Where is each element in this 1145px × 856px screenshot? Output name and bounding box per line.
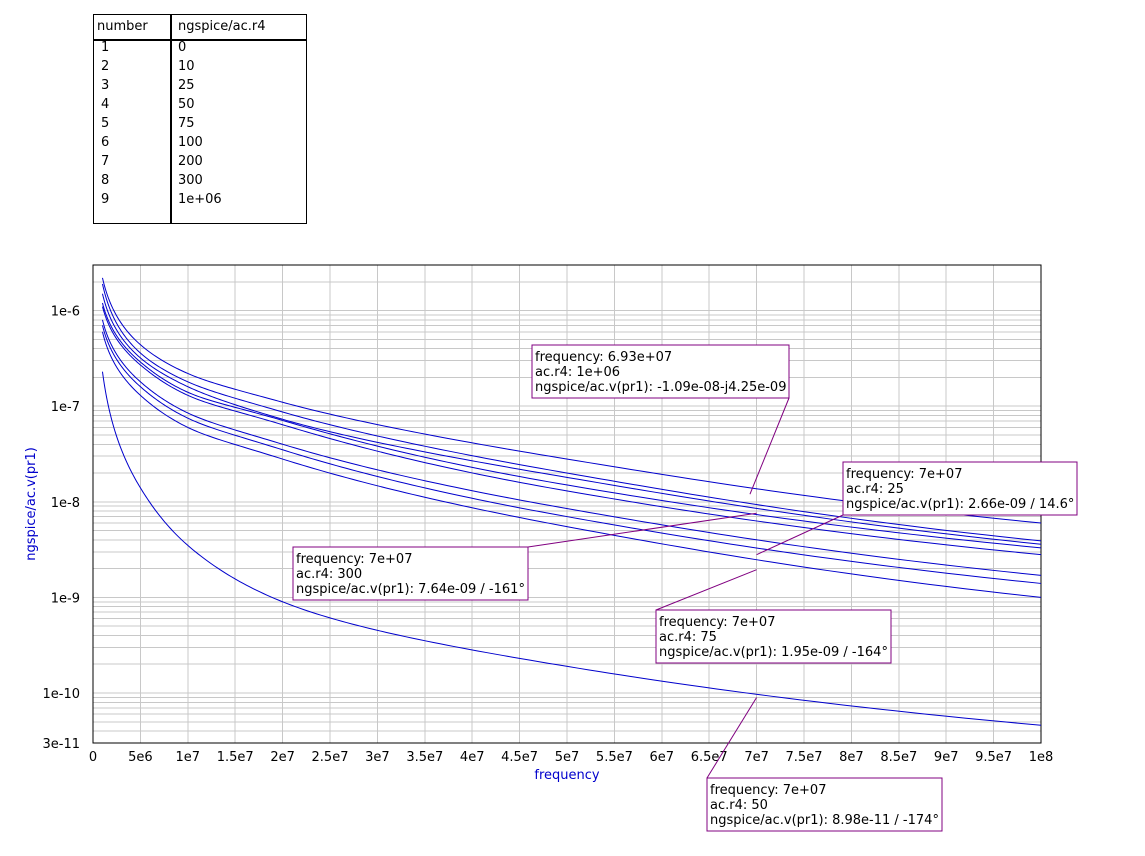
annotation-text: ngspice/ac.v(pr1): 8.98e-11 / -174° (710, 813, 939, 828)
x-tick-label: 8e7 (839, 750, 864, 765)
annotation-text: frequency: 6.93e+07 (535, 350, 672, 365)
annotation-box (292, 546, 529, 601)
x-tick-label: 4e7 (460, 750, 485, 765)
x-tick-label: 9.5e7 (975, 750, 1012, 765)
y-tick-label: 1e-6 (51, 305, 80, 320)
x-tick-label: 4.5e7 (501, 750, 538, 765)
annotation-leader (756, 514, 844, 556)
annotation-box (531, 344, 790, 399)
table-cell-value: 0 (178, 40, 187, 55)
table-cell-number: 2 (101, 59, 110, 74)
annotation-leader (527, 512, 757, 548)
y-tick-label: 1e-9 (51, 591, 80, 606)
series-line (101, 293, 1042, 545)
annotation-text: frequency: 7e+07 (296, 552, 412, 567)
annotation-text: frequency: 7e+07 (710, 783, 826, 798)
x-tick-label: 1.5e7 (217, 750, 254, 765)
annotation-box (842, 461, 1078, 516)
annotation-text: ngspice/ac.v(pr1): 2.66e-09 / 14.6° (846, 497, 1074, 512)
step-table: number ngspice/ac.r4 1 0 2 10 3 25 4 50 … (93, 14, 307, 224)
x-tick-label: 2.5e7 (312, 750, 349, 765)
table-cell-number: 9 (101, 192, 110, 207)
y-tick-label: 1e-7 (51, 400, 80, 415)
annotation-leader (749, 397, 790, 495)
table-divider (170, 15, 172, 223)
annotation-text: ac.r4: 1e+06 (535, 365, 620, 380)
table-cell-number: 5 (101, 116, 110, 131)
annotation-text: ac.r4: 50 (710, 798, 768, 813)
table-cell-number: 1 (101, 40, 110, 55)
table-cell-number: 3 (101, 78, 110, 93)
annotation-text: frequency: 7e+07 (659, 615, 775, 630)
x-tick-label: 5e7 (555, 750, 580, 765)
y-tick-label: 3e-11 (42, 737, 80, 752)
series-line (101, 319, 1042, 576)
table-cell-value: 75 (178, 116, 195, 131)
table-cell-value: 100 (178, 135, 203, 150)
annotation-text: ngspice/ac.v(pr1): -1.09e-08-j4.25e-09 (535, 380, 786, 395)
x-tick-label: 0 (89, 750, 97, 765)
annotation-box (655, 609, 892, 664)
x-tick-label: 1e7 (176, 750, 201, 765)
annotation-text: ac.r4: 300 (296, 567, 362, 582)
x-tick-label: 2e7 (270, 750, 295, 765)
table-cell-value: 25 (178, 78, 195, 93)
table-header-param: ngspice/ac.r4 (178, 19, 266, 34)
annotation-text: ngspice/ac.v(pr1): 7.64e-09 / -161° (296, 582, 525, 597)
table-cell-value: 50 (178, 97, 195, 112)
x-tick-label: 3.5e7 (406, 750, 443, 765)
x-tick-label: 6e7 (650, 750, 675, 765)
annotation-leader (706, 697, 758, 779)
series-line (101, 331, 1042, 598)
table-cell-number: 8 (101, 173, 110, 188)
annotation-text: frequency: 7e+07 (846, 467, 962, 482)
x-tick-label: 8.5e7 (880, 750, 917, 765)
x-tick-label: 1e8 (1029, 750, 1054, 765)
annotation-leader (655, 569, 757, 611)
annotation-text: ac.r4: 25 (846, 482, 904, 497)
x-tick-label: 7e7 (744, 750, 769, 765)
y-tick-label: 1e-8 (51, 496, 80, 511)
series-line (101, 306, 1042, 556)
series-line (101, 302, 1042, 549)
table-cell-number: 6 (101, 135, 110, 150)
annotation-text: ac.r4: 75 (659, 630, 717, 645)
series-line (101, 277, 1042, 524)
series-line (101, 371, 1042, 726)
x-tick-label: 3e7 (365, 750, 390, 765)
x-tick-label: 9e7 (934, 750, 959, 765)
y-axis-label: ngspice/ac.v(pr1) (24, 447, 39, 561)
table-cell-number: 4 (101, 97, 110, 112)
table-header-number: number (97, 19, 148, 34)
y-tick-label: 1e-10 (42, 687, 80, 702)
table-cell-value: 200 (178, 154, 203, 169)
x-tick-label: 5e6 (128, 750, 153, 765)
x-tick-label: 7.5e7 (786, 750, 823, 765)
table-cell-value: 1e+06 (178, 192, 222, 207)
table-cell-number: 7 (101, 154, 110, 169)
series-line (101, 283, 1042, 542)
x-tick-label: 6.5e7 (691, 750, 728, 765)
table-cell-value: 300 (178, 173, 203, 188)
x-tick-label: 5.5e7 (596, 750, 633, 765)
series-group (101, 277, 1042, 726)
annotation-box (706, 777, 943, 832)
annotation-text: ngspice/ac.v(pr1): 1.95e-09 / -164° (659, 645, 888, 660)
series-line (101, 325, 1042, 584)
table-header (94, 15, 306, 41)
table-cell-value: 10 (178, 59, 195, 74)
x-axis-label: frequency (534, 768, 600, 783)
